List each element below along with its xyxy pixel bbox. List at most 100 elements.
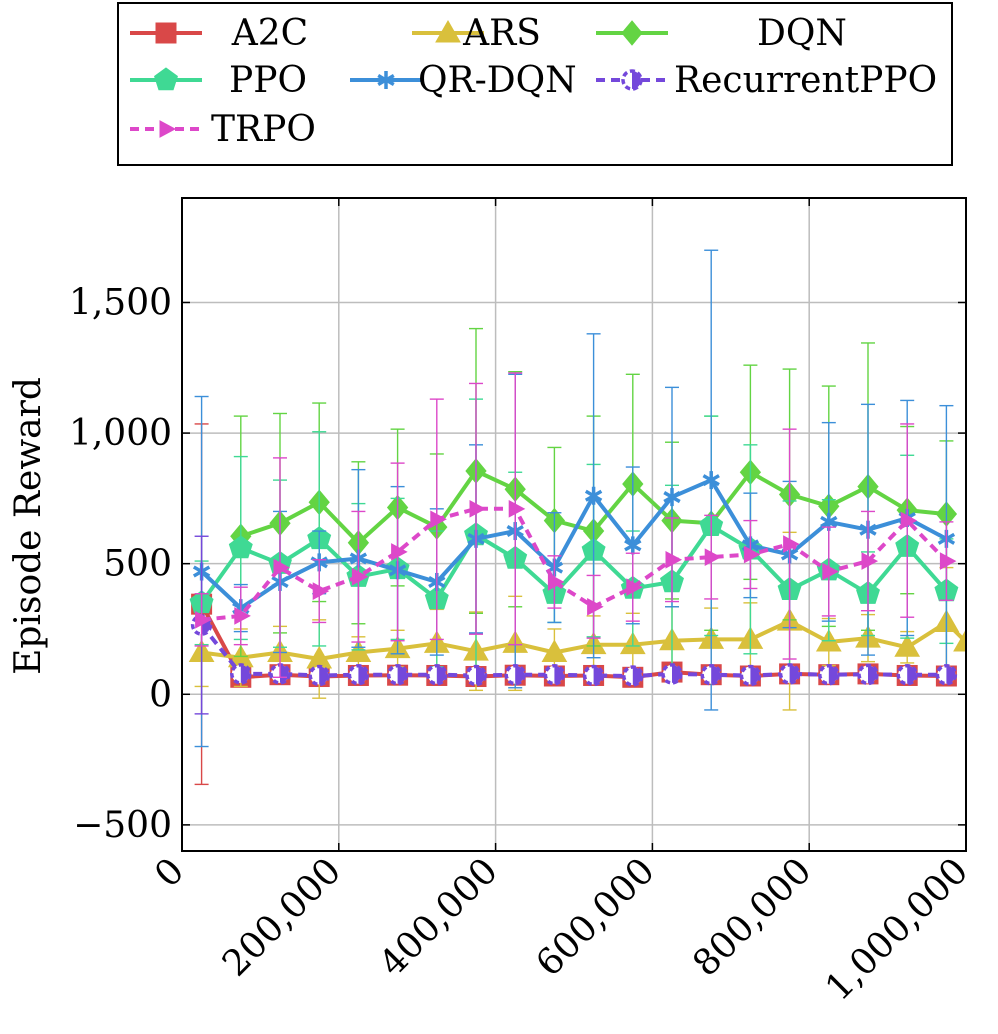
data-point (347, 663, 370, 686)
legend-item-a2c: A2C (130, 13, 308, 54)
plot-frame (181, 197, 967, 852)
legend-marker (377, 71, 395, 89)
series-trpo (194, 372, 957, 679)
data-point (469, 499, 487, 518)
data-point (195, 611, 212, 629)
data-point-stroke (624, 539, 642, 552)
markers-recurrentppo (190, 614, 958, 687)
y-tick-label: 500 (103, 544, 172, 585)
legend-marker (159, 120, 177, 138)
data-point (704, 548, 722, 566)
data-point (743, 545, 761, 564)
data-point (822, 562, 839, 581)
data-point (386, 663, 409, 686)
data-point (587, 597, 604, 616)
data-point-half (907, 665, 917, 684)
data-point (230, 663, 252, 685)
legend-label: DQN (757, 13, 847, 54)
data-point-half (711, 665, 721, 684)
legend-marker (621, 69, 643, 91)
data-point (426, 663, 448, 686)
legend-label: QR-DQN (418, 60, 577, 101)
legend-item-ars: ARS (412, 13, 541, 54)
data-point-half (476, 666, 485, 685)
legend-marker (155, 22, 177, 44)
legend-label: RecurrentPPO (674, 60, 937, 101)
series-recurrentppo (190, 535, 958, 715)
data-point-stroke (702, 474, 720, 487)
legend-label: A2C (231, 13, 308, 54)
y-tick-label: 1,000 (69, 413, 172, 454)
y-axis-label: Episode Reward (8, 377, 49, 675)
data-point-half (789, 664, 799, 683)
legend-item-dqn: DQN (596, 13, 847, 54)
data-point (351, 567, 369, 586)
data-point (308, 664, 330, 687)
data-point (894, 634, 921, 657)
data-point-half (632, 666, 642, 685)
data-point (939, 552, 957, 570)
legend-item-ppo: PPO (130, 60, 307, 101)
legend-marker-stroke (377, 73, 395, 87)
legend-item-trpo: TRPO (130, 109, 316, 150)
data-point-half (319, 666, 329, 685)
legend-label: TRPO (211, 109, 316, 150)
data-point (547, 573, 565, 591)
data-point (783, 535, 800, 553)
data-point-stroke (663, 491, 681, 504)
data-point (624, 536, 642, 555)
data-point-half (436, 665, 446, 684)
legend-marker-half (632, 71, 641, 89)
y-tick-label: 0 (149, 674, 172, 715)
data-point (312, 582, 330, 600)
data-point (584, 486, 603, 505)
data-point (541, 639, 568, 662)
data-point-half (280, 664, 289, 683)
data-point (818, 663, 840, 686)
data-point (953, 629, 966, 652)
data-point (861, 552, 879, 570)
legend-label: PPO (229, 60, 307, 101)
data-point-stroke (584, 489, 603, 502)
data-point-half (750, 666, 760, 685)
data-point-stroke (820, 515, 838, 528)
data-point-half (240, 664, 250, 683)
y-tick-label: −500 (73, 805, 172, 846)
data-point-half (358, 665, 368, 684)
data-point-half (554, 665, 564, 684)
data-point-half (397, 665, 407, 684)
data-point (739, 664, 762, 687)
data-point (430, 510, 447, 529)
data-point (504, 663, 526, 686)
data-point (273, 558, 291, 577)
data-point-half (868, 665, 877, 684)
legend-marker (621, 20, 643, 46)
y-tick-label: 1,500 (69, 282, 172, 323)
data-point-half (672, 664, 681, 683)
data-point (391, 543, 408, 561)
data-point (663, 488, 681, 507)
markers-trpo (195, 499, 957, 629)
data-point (700, 663, 722, 686)
data-point-half (946, 665, 956, 684)
data-point-half (828, 665, 838, 684)
legend-marker (154, 67, 178, 91)
y-axis-label-group: Episode Reward (8, 377, 49, 675)
data-point (778, 663, 801, 685)
data-point (465, 664, 487, 687)
series-line-trpo (201, 506, 948, 622)
data-layer (188, 249, 966, 786)
data-point (543, 663, 566, 686)
data-point (508, 499, 526, 518)
data-point (345, 639, 372, 662)
data-point (622, 665, 644, 687)
legend-marker (435, 19, 461, 43)
data-point (702, 471, 720, 490)
data-point-half (593, 666, 603, 685)
data-point (935, 663, 958, 686)
legend-label: ARS (462, 13, 541, 54)
legend-frame (117, 2, 953, 166)
data-point (626, 578, 643, 597)
